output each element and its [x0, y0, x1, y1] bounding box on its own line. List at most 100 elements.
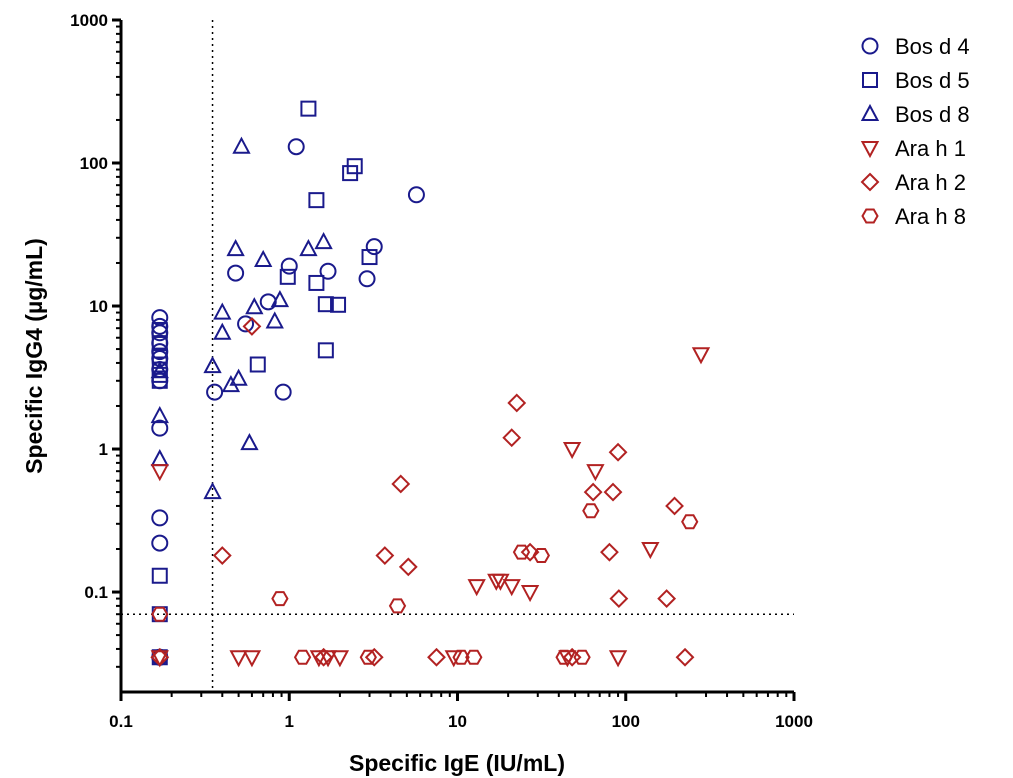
data-point: [150, 361, 169, 379]
axes: [119, 20, 794, 694]
data-point: [203, 355, 222, 374]
data-point: [151, 419, 169, 437]
series-ara-h-8: [151, 503, 699, 665]
data-point: [467, 579, 486, 597]
x-tick-label: 10: [448, 712, 467, 731]
legend-item: Bos d 5: [862, 68, 970, 93]
y-tick-label: 1: [99, 440, 108, 459]
data-point: [151, 606, 169, 622]
legend-item: Ara h 1: [860, 136, 966, 161]
data-point: [308, 192, 325, 209]
legend: Bos d 4 Bos d 5 Bos d 8 Ara h 1 Ara h 2 Ara h…: [860, 34, 970, 229]
x-tick-label: 1000: [775, 712, 813, 731]
data-point: [226, 238, 245, 257]
data-point: [242, 317, 262, 336]
data-point: [555, 649, 573, 665]
data-point: [150, 464, 169, 482]
data-point: [151, 534, 169, 552]
data-point: [359, 649, 377, 665]
data-point: [317, 296, 334, 313]
x-tick-label: 0.1: [109, 712, 133, 731]
legend-item: Bos d 4: [861, 34, 970, 59]
data-point: [203, 481, 222, 500]
data-point: [330, 650, 350, 668]
data-point: [212, 546, 232, 565]
data-points: [150, 100, 711, 668]
data-point: [608, 442, 628, 462]
data-point: [245, 297, 264, 315]
data-point: [150, 650, 169, 668]
data-point: [151, 335, 168, 352]
data-point: [582, 503, 600, 519]
x-tick-label: 100: [612, 712, 640, 731]
data-point: [398, 557, 418, 577]
data-point: [346, 158, 363, 175]
legend-label: Ara h 2: [895, 170, 966, 195]
data-point: [586, 464, 605, 482]
y-tick-label: 0.1: [84, 583, 108, 602]
data-point: [213, 302, 232, 320]
data-point: [600, 542, 619, 562]
data-point: [675, 647, 695, 667]
legend-label: Bos d 5: [895, 68, 970, 93]
data-point: [391, 474, 411, 494]
data-point: [507, 393, 527, 413]
data-point: [319, 262, 337, 280]
data-point: [502, 428, 522, 448]
data-point: [583, 482, 603, 502]
data-point: [562, 647, 582, 667]
legend-marker: [861, 208, 879, 224]
legend-label: Bos d 4: [895, 34, 970, 59]
legend-label: Bos d 8: [895, 102, 970, 127]
data-point: [512, 544, 531, 560]
legend-marker: [861, 37, 879, 55]
y-axis-title: Specific IgG4 (µg/mL): [21, 238, 47, 474]
data-point: [151, 567, 168, 584]
data-point: [308, 274, 325, 291]
data-point: [520, 585, 540, 603]
data-point: [364, 647, 384, 667]
data-point: [641, 541, 660, 560]
data-point: [691, 347, 711, 365]
legend-item: Ara h 2: [860, 170, 966, 195]
legend-label: Ara h 1: [895, 136, 966, 161]
data-point: [229, 650, 248, 668]
data-point: [299, 238, 318, 257]
data-point: [151, 356, 168, 373]
data-point: [287, 138, 305, 156]
data-point: [681, 514, 699, 530]
data-point: [603, 482, 623, 502]
data-point: [520, 542, 540, 562]
data-point: [317, 342, 334, 359]
threshold-lines: [121, 20, 794, 692]
data-point: [151, 372, 168, 389]
data-point: [427, 647, 446, 667]
legend-marker: [860, 172, 880, 192]
data-point: [330, 296, 347, 313]
series-ara-h-2: [150, 317, 695, 667]
data-point: [609, 589, 629, 608]
data-point: [240, 432, 259, 451]
data-point: [444, 650, 463, 668]
data-point: [358, 270, 376, 288]
data-point: [562, 442, 582, 460]
y-tick-label: 100: [80, 154, 108, 173]
legend-marker: [860, 141, 880, 159]
data-point: [365, 238, 383, 256]
data-point: [452, 649, 470, 665]
legend-item: Bos d 8: [860, 102, 970, 127]
data-point: [237, 315, 255, 333]
data-point: [388, 598, 407, 614]
data-point: [274, 383, 292, 401]
data-point: [151, 372, 169, 390]
data-point: [242, 650, 262, 668]
data-point: [665, 496, 684, 516]
data-point: [280, 257, 298, 275]
data-point: [314, 647, 334, 667]
data-point: [265, 311, 284, 329]
y-tick-label: 1000: [70, 11, 108, 30]
data-point: [532, 548, 550, 564]
data-point: [293, 649, 312, 665]
data-point: [206, 383, 224, 401]
data-point: [229, 368, 248, 386]
